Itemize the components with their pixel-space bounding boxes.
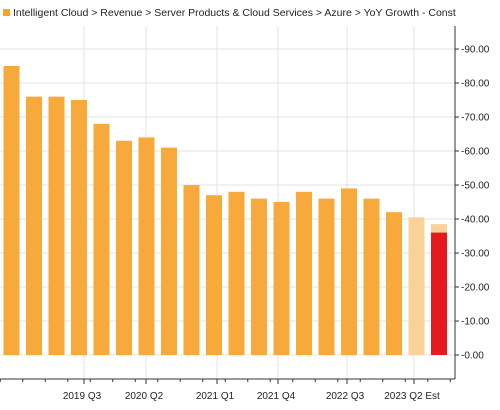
y-tick-label: -60.00 bbox=[461, 147, 490, 158]
y-tick-label: -30.00 bbox=[461, 249, 490, 260]
x-tick-label: 2019 Q3 bbox=[63, 391, 102, 402]
legend-label: Intelligent Cloud > Revenue > Server Pro… bbox=[13, 7, 456, 19]
y-tick-label: -70.00 bbox=[461, 113, 490, 124]
y-tick-label: -40.00 bbox=[461, 215, 490, 226]
legend: Intelligent Cloud > Revenue > Server Pro… bbox=[3, 7, 456, 19]
axes: -0.00 -10.00 -20.00 -30.00 -40.00 -50.00 -60.0… bbox=[0, 26, 490, 402]
bar bbox=[273, 202, 290, 355]
x-tick-label: 2020 Q2 bbox=[125, 391, 164, 402]
x-tick-label: 2022 Q3 bbox=[326, 391, 365, 402]
bar bbox=[318, 198, 335, 355]
y-tick-label: -10.00 bbox=[461, 317, 490, 328]
x-tick-label: 2021 Q4 bbox=[257, 391, 296, 402]
y-tick-label: -80.00 bbox=[461, 79, 490, 90]
y-tick-label: -50.00 bbox=[461, 181, 490, 192]
bar bbox=[341, 188, 357, 355]
bars bbox=[3, 66, 447, 355]
bar bbox=[3, 66, 20, 355]
bar bbox=[408, 217, 425, 355]
x-tick-label: 2021 Q1 bbox=[196, 391, 235, 402]
bar bbox=[138, 137, 155, 355]
bar bbox=[48, 96, 65, 355]
bar bbox=[363, 198, 380, 355]
overlay-bar bbox=[431, 232, 447, 355]
y-tick-label: -0.00 bbox=[461, 351, 484, 362]
bar bbox=[206, 195, 222, 355]
bar bbox=[183, 185, 200, 355]
y-tick-label: -90.00 bbox=[461, 45, 490, 56]
y-tick-label: -20.00 bbox=[461, 283, 490, 294]
bar bbox=[93, 123, 110, 355]
bar bbox=[228, 191, 245, 355]
bar bbox=[161, 147, 177, 355]
bar bbox=[71, 100, 87, 355]
bar bbox=[251, 198, 267, 355]
x-tick-label: 2023 Q2 Est bbox=[384, 391, 440, 402]
bar bbox=[386, 212, 402, 355]
bar bbox=[296, 191, 312, 355]
bar bbox=[116, 140, 132, 355]
bar bbox=[26, 96, 42, 355]
legend-swatch bbox=[3, 9, 10, 16]
